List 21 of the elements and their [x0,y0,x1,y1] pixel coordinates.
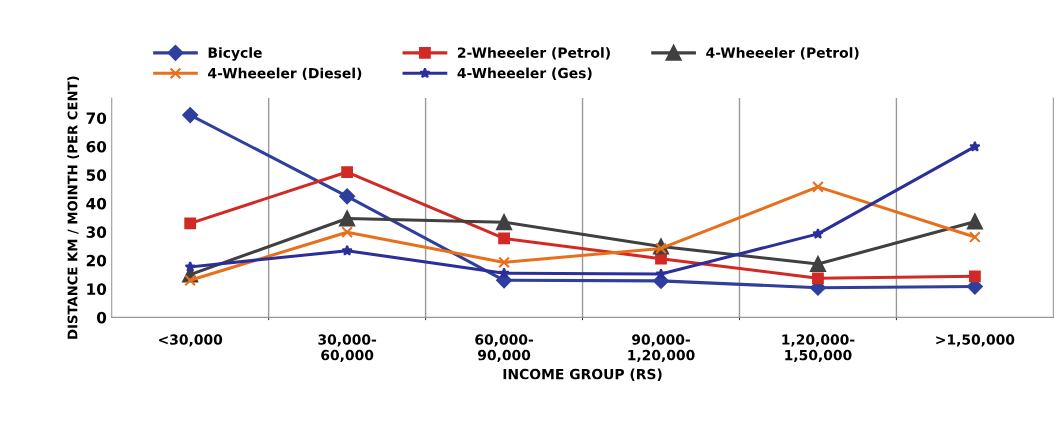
legend-label: 2-Wheeeler (Petrol) [457,47,610,60]
x-axis-title: INCOME GROUP (RS) [503,368,662,381]
y-axis-title: DISTANCE KM / MOINTH (PER CENT) [67,76,80,339]
y-tick-label: 0 [96,311,107,324]
y-tick-label: 60 [86,140,107,153]
x-tick-label: 90,000- 1,20,000 [628,334,695,363]
legend-label: 4-Wheeeler (Petrol) [706,47,859,60]
y-tick-label: 50 [86,169,107,181]
x-tick-label: >1,50,000 [936,334,1015,347]
x-tick-label: 30,000- 60,000 [318,334,377,363]
x-tick-label: 60,000- 90,000 [475,334,533,363]
y-tick-label: 40 [86,197,107,210]
legend-label: Bicycle [208,47,262,61]
x-tick-label: 1,20,000- 1,50,000 [782,334,855,363]
y-tick-label: 10 [87,283,107,295]
legend-label: 4-Wheeeler (Diesel) [208,67,362,81]
legend-label: 4-Wheeeler (Ges) [457,67,592,80]
x-tick-label: <30,000 [159,334,223,347]
y-tick-label: 70 [86,112,107,124]
y-tick-label: 20 [86,254,107,267]
y-tick-label: 30 [86,226,107,238]
